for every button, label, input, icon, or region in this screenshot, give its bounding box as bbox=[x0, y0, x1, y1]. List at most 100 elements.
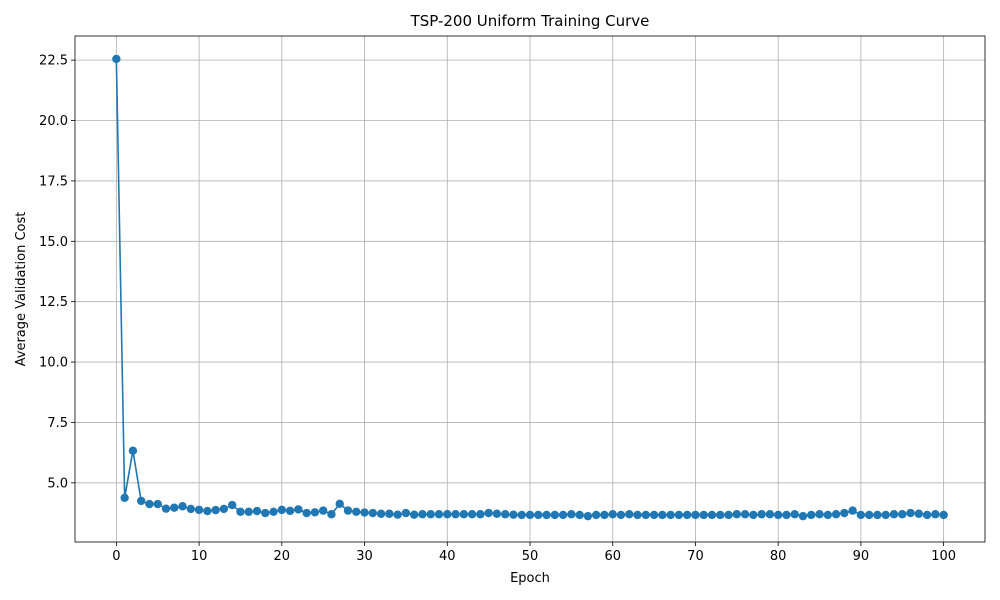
data-point bbox=[600, 510, 609, 520]
data-point bbox=[500, 510, 510, 519]
data-point bbox=[831, 510, 841, 519]
data-point bbox=[575, 510, 584, 520]
axes-layer: 0 10 20 30 40 50 60 70 80 90 100 5.0 7.5 10.0 12.5 15.0… bbox=[39, 35, 986, 564]
data-point bbox=[484, 508, 493, 518]
y-tick-label: 10.0 bbox=[39, 356, 68, 371]
data-point bbox=[194, 505, 204, 515]
data-point bbox=[409, 510, 419, 519]
x-tick-label: 40 bbox=[439, 549, 456, 564]
data-point bbox=[939, 510, 948, 520]
data-point bbox=[856, 510, 866, 520]
data-point bbox=[889, 510, 899, 519]
data-point bbox=[699, 510, 708, 520]
x-tick-label: 90 bbox=[853, 549, 870, 564]
data-point bbox=[707, 510, 717, 520]
data-point bbox=[128, 446, 138, 455]
data-point bbox=[376, 509, 386, 518]
x-tick-label: 80 bbox=[770, 549, 787, 564]
y-tick-label: 20.0 bbox=[39, 114, 68, 129]
x-tick-label: 60 bbox=[604, 549, 621, 564]
data-point bbox=[120, 493, 129, 503]
data-point bbox=[252, 506, 262, 516]
data-point bbox=[261, 508, 270, 518]
data-point bbox=[352, 507, 361, 517]
data-point bbox=[517, 510, 526, 520]
data-point bbox=[790, 510, 799, 519]
data-point bbox=[914, 509, 924, 518]
data-point bbox=[922, 510, 932, 520]
x-tick-label: 20 bbox=[274, 549, 291, 564]
data-point bbox=[583, 511, 593, 521]
data-point bbox=[558, 510, 568, 520]
data-point bbox=[658, 510, 667, 520]
data-point bbox=[840, 508, 849, 518]
data-point bbox=[443, 510, 452, 519]
data-point bbox=[898, 510, 907, 519]
y-tick-label: 15.0 bbox=[39, 235, 68, 250]
x-tick-label: 100 bbox=[931, 549, 956, 564]
data-point bbox=[649, 510, 659, 520]
data-point bbox=[666, 510, 675, 520]
data-point bbox=[327, 510, 336, 519]
data-point bbox=[550, 510, 560, 520]
y-tick-label: 12.5 bbox=[39, 295, 68, 310]
data-point bbox=[467, 510, 477, 519]
data-point bbox=[318, 506, 328, 515]
data-point bbox=[509, 510, 518, 519]
data-point bbox=[360, 508, 369, 517]
data-point bbox=[782, 510, 791, 520]
data-point bbox=[227, 500, 237, 510]
series-layer bbox=[112, 54, 948, 521]
data-point bbox=[749, 510, 758, 520]
data-point bbox=[608, 510, 617, 519]
data-point bbox=[716, 510, 725, 520]
data-point bbox=[211, 505, 220, 515]
chart-title: TSP-200 Uniform Training Curve bbox=[410, 12, 650, 30]
data-point bbox=[525, 510, 535, 520]
data-point bbox=[625, 510, 634, 519]
data-point bbox=[906, 508, 915, 518]
data-point bbox=[343, 506, 353, 515]
x-axis-label: Epoch bbox=[510, 571, 550, 586]
data-point bbox=[542, 510, 551, 520]
x-tick-label: 0 bbox=[112, 549, 120, 564]
data-point bbox=[170, 503, 179, 512]
data-point bbox=[459, 510, 469, 519]
data-point bbox=[153, 499, 162, 509]
data-point bbox=[641, 510, 651, 520]
data-point bbox=[277, 505, 287, 515]
data-point bbox=[931, 510, 940, 519]
data-point bbox=[302, 508, 311, 518]
data-point bbox=[864, 510, 874, 520]
data-point bbox=[112, 54, 121, 64]
data-point bbox=[633, 510, 642, 520]
data-point bbox=[682, 510, 692, 520]
x-tick-label: 10 bbox=[191, 549, 208, 564]
data-point bbox=[492, 509, 502, 518]
data-point bbox=[236, 507, 245, 517]
data-point bbox=[385, 509, 394, 518]
data-point bbox=[269, 507, 278, 517]
x-tick-label: 50 bbox=[522, 549, 539, 564]
data-point bbox=[310, 508, 320, 517]
data-point bbox=[873, 510, 882, 520]
data-point bbox=[451, 510, 460, 519]
data-point bbox=[393, 510, 402, 519]
data-point bbox=[815, 510, 824, 519]
data-point bbox=[674, 510, 684, 520]
data-point bbox=[807, 510, 816, 520]
y-tick-label: 7.5 bbox=[47, 416, 68, 431]
data-point bbox=[244, 507, 253, 517]
x-tick-label: 30 bbox=[356, 549, 373, 564]
data-point bbox=[823, 510, 833, 520]
grid-lines bbox=[75, 36, 985, 542]
data-point bbox=[136, 496, 146, 506]
data-point bbox=[219, 504, 229, 514]
data-point bbox=[881, 510, 890, 520]
data-point bbox=[186, 504, 196, 514]
data-point bbox=[368, 508, 378, 518]
data-point bbox=[476, 510, 485, 519]
y-tick-label: 17.5 bbox=[39, 174, 68, 189]
data-point bbox=[426, 510, 435, 519]
